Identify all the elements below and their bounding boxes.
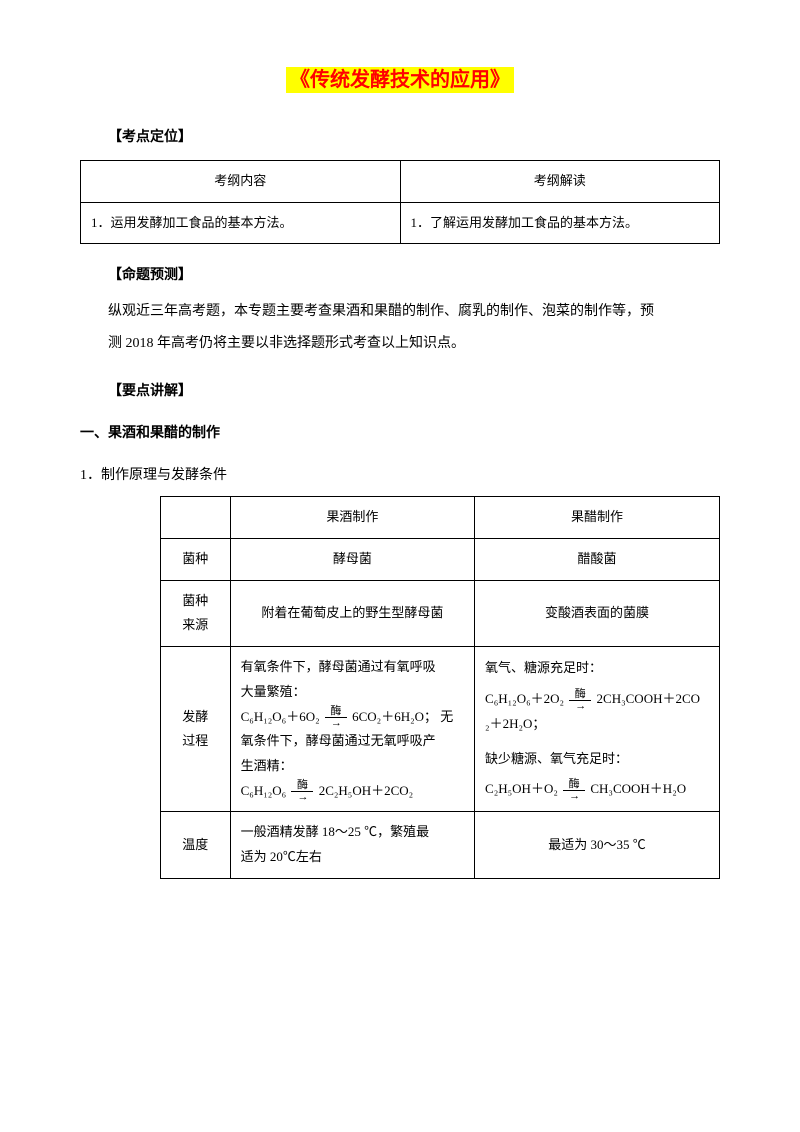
vin-eq2-right: CH₃COOH＋H₂O <box>590 781 686 796</box>
enzyme-arrow-icon: 酶→ <box>563 779 585 802</box>
row-process: 发酵 过程 <box>161 647 231 812</box>
section-prediction: 【命题预测】 <box>80 262 720 290</box>
prediction-line2: 测 2018 年高考仍将主要以非选择题形式考查以上知识点。 <box>80 330 720 358</box>
wine-temp-l1: 一般酒精发酵 18～25 ℃，繁殖最 <box>241 820 464 845</box>
section-exam-points: 【考点定位】 <box>80 124 720 152</box>
topic-heading: 一、果酒和果醋的制作 <box>80 420 720 448</box>
enzyme-arrow-icon: 酶→ <box>569 689 591 712</box>
wine-species: 酵母菌 <box>230 539 474 581</box>
vin-eq1-right: 2CH₃COOH＋2CO <box>597 691 701 706</box>
subtopic-heading: 1．制作原理与发酵条件 <box>80 462 720 490</box>
fermentation-table: 果酒制作 果醋制作 菌种 酵母菌 醋酸菌 菌种 来源 附着在葡萄皮上的野生型酵母… <box>160 496 720 878</box>
wine-proc-l4: 生酒精： <box>241 754 464 779</box>
vin-eq2-left: C₂H₅OH＋O₂ <box>485 781 558 796</box>
syllabus-interpretation: 1．了解运用发酵加工食品的基本方法。 <box>400 202 720 244</box>
syllabus-content: 1．运用发酵加工食品的基本方法。 <box>81 202 401 244</box>
col-vinegar: 果醋制作 <box>475 497 720 539</box>
page-title: 《传统发酵技术的应用》 <box>80 60 720 100</box>
wine-temp-l2: 适为 20℃左右 <box>241 845 464 870</box>
section-keypoints: 【要点讲解】 <box>80 378 720 406</box>
blank-cell <box>161 497 231 539</box>
enzyme-arrow-icon: 酶→ <box>291 780 313 803</box>
vin-proc-l1: 氧气、糖源充足时： <box>485 656 709 681</box>
vinegar-species: 醋酸菌 <box>475 539 720 581</box>
syllabus-table: 考纲内容 考纲解读 1．运用发酵加工食品的基本方法。 1．了解运用发酵加工食品的… <box>80 160 720 244</box>
wine-proc-l3: 氧条件下，酵母菌通过无氧呼吸产 <box>241 729 464 754</box>
vin-eq1: C₆H₁₂O₆＋2O₂ 酶→ 2CH₃COOH＋2CO <box>485 687 709 712</box>
row-temperature: 温度 <box>161 812 231 878</box>
col-header-content: 考纲内容 <box>81 161 401 203</box>
wine-eq2-right: 2C₂H₅OH＋2CO₂ <box>319 783 414 798</box>
row-source-b: 来源 <box>171 613 220 638</box>
wine-proc-l1: 有氧条件下，酵母菌通过有氧呼吸 <box>241 655 464 680</box>
col-wine: 果酒制作 <box>230 497 474 539</box>
vin-eq1-left: C₆H₁₂O₆＋2O₂ <box>485 691 564 706</box>
vinegar-process: 氧气、糖源充足时： C₆H₁₂O₆＋2O₂ 酶→ 2CH₃COOH＋2CO ₂＋… <box>475 647 720 812</box>
wine-eq1-left: C₆H₁₂O₆＋6O₂ <box>241 709 320 724</box>
wine-source: 附着在葡萄皮上的野生型酵母菌 <box>230 580 474 646</box>
wine-eq1-right: 6CO₂＋6H₂O； 无 <box>352 709 453 724</box>
wine-eq1: C₆H₁₂O₆＋6O₂ 酶→ 6CO₂＋6H₂O； 无 <box>241 705 464 730</box>
prediction-line1: 纵观近三年高考题，本专题主要考查果酒和果醋的制作、腐乳的制作、泡菜的制作等，预 <box>80 298 720 326</box>
enzyme-arrow-icon: 酶→ <box>325 706 347 729</box>
wine-proc-l2: 大量繁殖： <box>241 680 464 705</box>
row-source: 菌种 来源 <box>161 580 231 646</box>
vinegar-source: 变酸酒表面的菌膜 <box>475 580 720 646</box>
wine-process: 有氧条件下，酵母菌通过有氧呼吸 大量繁殖： C₆H₁₂O₆＋6O₂ 酶→ 6CO… <box>230 647 474 812</box>
wine-eq2-left: C₆H₁₂O₆ <box>241 783 287 798</box>
wine-eq2: C₆H₁₂O₆ 酶→ 2C₂H₅OH＋2CO₂ <box>241 779 464 804</box>
col-header-interpretation: 考纲解读 <box>400 161 720 203</box>
wine-temperature: 一般酒精发酵 18～25 ℃，繁殖最 适为 20℃左右 <box>230 812 474 878</box>
title-text: 《传统发酵技术的应用》 <box>286 67 514 93</box>
vin-proc-l2: ₂＋2H₂O； <box>485 712 709 737</box>
row-process-b: 过程 <box>171 729 220 754</box>
row-process-a: 发酵 <box>171 705 220 730</box>
row-source-a: 菌种 <box>171 589 220 614</box>
vinegar-temperature: 最适为 30～35 ℃ <box>475 812 720 878</box>
vin-eq2: C₂H₅OH＋O₂ 酶→ CH₃COOH＋H₂O <box>485 777 709 802</box>
row-species: 菌种 <box>161 539 231 581</box>
vin-proc-l3: 缺少糖源、氧气充足时： <box>485 747 709 772</box>
